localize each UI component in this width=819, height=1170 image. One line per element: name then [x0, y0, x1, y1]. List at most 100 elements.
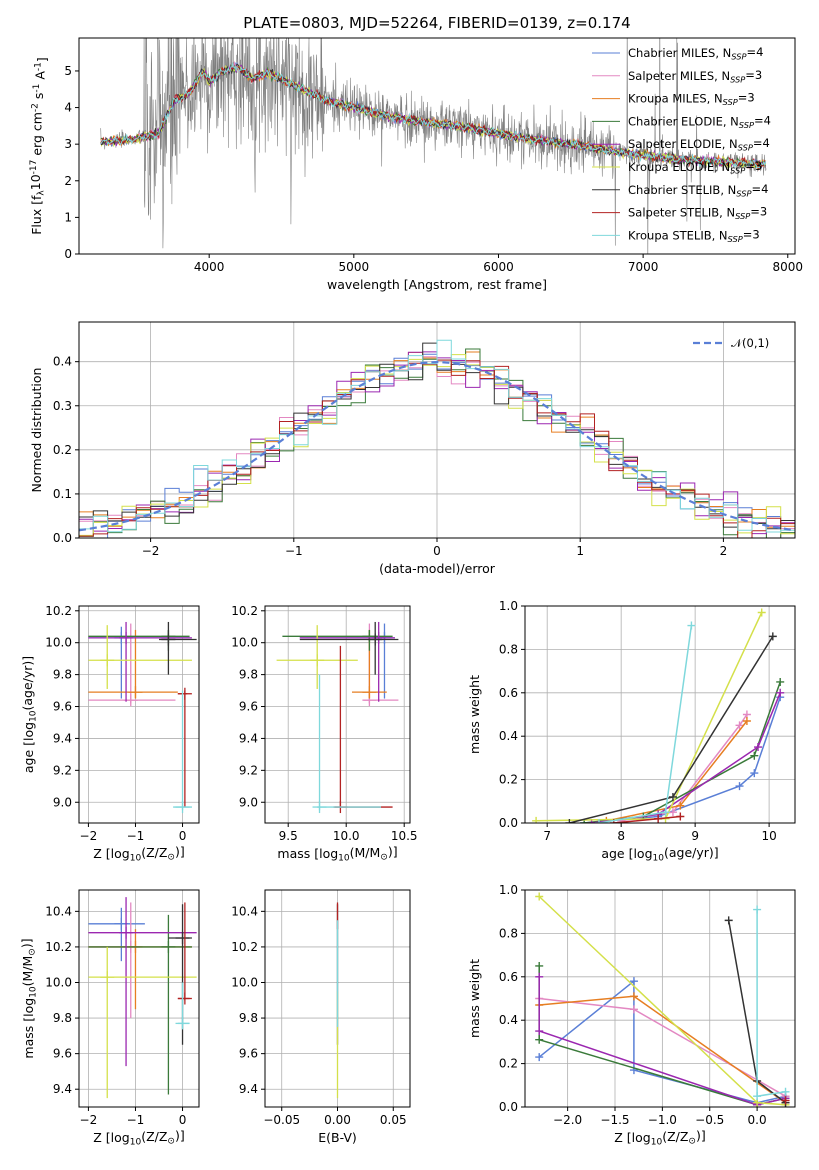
- weight-series: [753, 905, 790, 1101]
- text-span: SSP: [730, 74, 745, 84]
- y-axis-label: mass weight: [467, 959, 482, 1038]
- text-span: A: [33, 71, 48, 84]
- legend-label: Chabrier MILES, NSSP=4: [628, 45, 763, 61]
- y-tick-label: 0.4: [53, 355, 72, 369]
- y-tick-label: 10.2: [45, 940, 72, 954]
- axes-frame: [78, 321, 796, 539]
- x-tick-label: 9.5: [279, 829, 298, 843]
- text-span: =3: [738, 91, 755, 105]
- text-span: (Z/Z: [141, 845, 167, 860]
- text-span: 𝒩(0,1): [731, 336, 769, 350]
- text-span: ⊙: [28, 948, 38, 956]
- y-axis-label: Normed distribution: [29, 368, 44, 493]
- text-span: (Z/Z: [141, 1129, 167, 1144]
- legend-label: Kroupa STELIB, NSSP=3: [628, 227, 760, 243]
- errorbar-point: [88, 897, 197, 1067]
- x-tick-label: 0.0: [748, 1113, 767, 1127]
- text-span: )]: [175, 1128, 185, 1143]
- residual-legend: 𝒩(0,1): [693, 336, 769, 350]
- axes-frame: [78, 605, 200, 824]
- series-marker: [753, 905, 762, 914]
- series-marker: [535, 1027, 544, 1036]
- x-tick-label: −1: [127, 1113, 145, 1127]
- series-marker: [742, 717, 751, 726]
- y-tick-label: 9.4: [239, 1082, 258, 1096]
- text-span: (age/yr)]: [20, 656, 35, 711]
- y-tick-label: 0.2: [499, 1057, 518, 1071]
- x-tick-label: 7000: [628, 260, 659, 274]
- errorbar-point: [88, 625, 192, 689]
- text-span: s: [31, 93, 46, 104]
- series-line: [538, 976, 786, 1106]
- x-tick-label: 9: [691, 829, 699, 843]
- y-tick-label: 9.8: [53, 668, 72, 682]
- text-span: )]: [696, 1128, 706, 1143]
- y-tick-label: 5: [64, 64, 72, 78]
- text-span: SSP: [738, 143, 753, 153]
- figure-title: PLATE=0803, MJD=52264, FIBERID=0139, z=0…: [243, 14, 630, 32]
- series-marker: [735, 721, 744, 730]
- x-axis-label: E(B-V): [318, 1130, 357, 1145]
- y-tick-label: 9.4: [53, 1082, 72, 1096]
- text-span: =4: [754, 113, 771, 127]
- x-tick-label: −1.5: [600, 1113, 629, 1127]
- legend-label: Chabrier ELODIE, NSSP=4: [628, 113, 771, 129]
- y-tick-label: 0.2: [499, 773, 518, 787]
- errorbar-point: [177, 687, 192, 808]
- x-tick-label: 0: [179, 829, 187, 843]
- errorbar-point: [88, 914, 192, 1095]
- series-marker: [750, 751, 759, 760]
- x-tick-label: −0.05: [263, 1113, 300, 1127]
- axes-weight_vs_Z: −2.0 −1.5 −1.0 −0.5 0.0 0.0 0.2 0.4 0.6 0.8 1.0 Z […: [467, 883, 796, 1148]
- residual-histogram: [79, 339, 795, 533]
- y-axis-label: mass weight: [467, 675, 482, 754]
- text-span: Kroupa STELIB, N: [628, 228, 728, 242]
- text-span: =4: [751, 182, 768, 196]
- errorbar-point: [282, 629, 393, 651]
- weight-series: [594, 621, 696, 823]
- x-tick-label: 0.00: [324, 1113, 351, 1127]
- x-tick-label: 0: [433, 544, 441, 558]
- series-marker: [781, 1087, 790, 1096]
- axes-residuals: −2 −1 0 1 2 0.0 0.1 0.2 0.3 0.4 (data-model)/error…: [29, 321, 796, 576]
- text-span: (Z/Z: [662, 1129, 688, 1144]
- text-span: =4: [753, 136, 770, 150]
- x-tick-label: −1: [285, 544, 303, 558]
- series-marker: [629, 977, 638, 986]
- text-span: SSP: [728, 234, 743, 244]
- y-tick-label: 3: [64, 137, 72, 151]
- series-marker: [535, 972, 544, 981]
- plot-area-spectrum: [100, 38, 767, 254]
- y-axis-label: age [log10(age/yr)]: [20, 656, 39, 773]
- errorbar-point: [88, 621, 192, 702]
- y-axis-label: mass [log10(M/M⊙)]: [19, 938, 39, 1058]
- y-tick-label: 0.0: [499, 816, 518, 830]
- y-tick-label: 0.1: [53, 487, 72, 501]
- y-tick-label: 9.8: [239, 1011, 258, 1025]
- y-tick-label: 1.0: [499, 599, 518, 613]
- plot-area-residuals: [79, 339, 795, 538]
- y-tick-label: 9.0: [53, 795, 72, 809]
- text-span: (data-model)/error: [379, 561, 496, 576]
- y-tick-label: 9.4: [239, 731, 258, 745]
- series-marker: [535, 1035, 544, 1044]
- x-tick-label: 4000: [194, 260, 225, 274]
- text-span: Kroupa ELODIE, N: [628, 160, 730, 174]
- y-tick-label: 0.6: [499, 686, 518, 700]
- text-span: mass [log: [277, 846, 338, 861]
- x-axis-label: Z [log10(Z/Z⊙)]: [93, 1128, 184, 1148]
- text-span: SSP: [730, 165, 745, 175]
- text-span: ]: [34, 57, 49, 62]
- text-span: 10: [651, 1138, 663, 1148]
- errorbar-point: [159, 621, 197, 675]
- y-tick-label: 10.0: [231, 975, 258, 989]
- errorbar-point: [88, 629, 178, 699]
- axes-frame: [78, 37, 796, 255]
- text-span: (M/M: [350, 845, 381, 860]
- y-axis-label: Flux [fλ10-17 erg cm-2 s-1 A-1]: [28, 57, 49, 235]
- axes-mass_vs_Z: −2 −1 09.49.69.810.010.210.4Z [log10(Z/Z⊙)…: [19, 889, 200, 1148]
- y-tick-label: 0.6: [499, 970, 518, 984]
- text-span: =3: [745, 159, 762, 173]
- text-span: SSP: [739, 120, 754, 130]
